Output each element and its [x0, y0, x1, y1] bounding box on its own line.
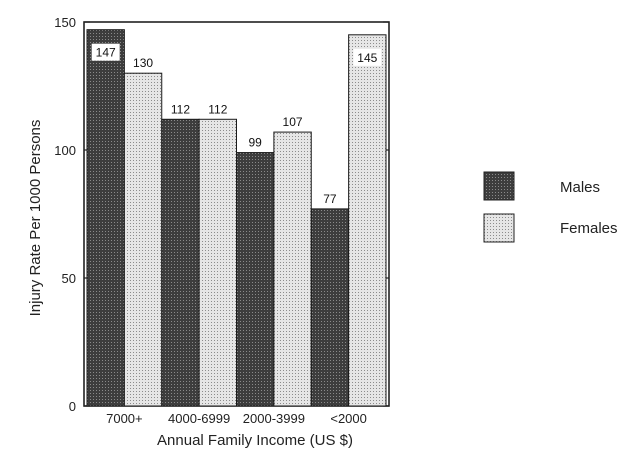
bars-group: 147 130 112 112 99 107 77 145	[86, 29, 387, 407]
legend-swatch-males	[483, 171, 515, 201]
data-label-box	[353, 48, 382, 66]
data-label: 77	[323, 192, 337, 206]
legend-swatch-females	[483, 213, 515, 243]
x-tick-label: 4000-6999	[168, 411, 230, 426]
y-tick-label: 100	[54, 143, 76, 158]
y-axis-label: Injury Rate Per 1000 Persons	[27, 120, 44, 317]
data-label: 99	[249, 136, 263, 150]
bar-females-1	[198, 118, 237, 407]
x-axis-label: Annual Family Income (US $)	[157, 432, 353, 449]
bar-females-2	[273, 131, 312, 407]
x-axis: 7000+ 4000-6999 2000-3999 <2000	[106, 411, 367, 426]
x-tick-label: <2000	[330, 411, 367, 426]
bar-males-3	[310, 208, 350, 407]
data-label: 147	[96, 46, 116, 60]
y-tick-label: 150	[54, 15, 76, 30]
data-label: 145	[357, 51, 377, 65]
x-tick-label: 2000-3999	[243, 411, 305, 426]
bar-females-3	[348, 34, 387, 407]
legend-label-males: Males	[560, 179, 600, 196]
x-tick-label: 7000+	[106, 411, 143, 426]
data-label: 112	[171, 102, 190, 116]
y-tick-label: 0	[69, 399, 76, 414]
bar-males-2	[236, 152, 275, 407]
legend-label-females: Females	[560, 220, 618, 237]
data-label: 107	[283, 115, 303, 129]
data-label-box	[91, 43, 120, 61]
y-tick-label: 50	[62, 271, 76, 286]
legend: Males Females	[483, 171, 618, 243]
bar-females-0	[123, 72, 163, 407]
bar-males-1	[161, 118, 200, 407]
data-label: 130	[133, 56, 153, 70]
bar-males-0	[86, 29, 125, 407]
data-label: 112	[208, 102, 227, 116]
